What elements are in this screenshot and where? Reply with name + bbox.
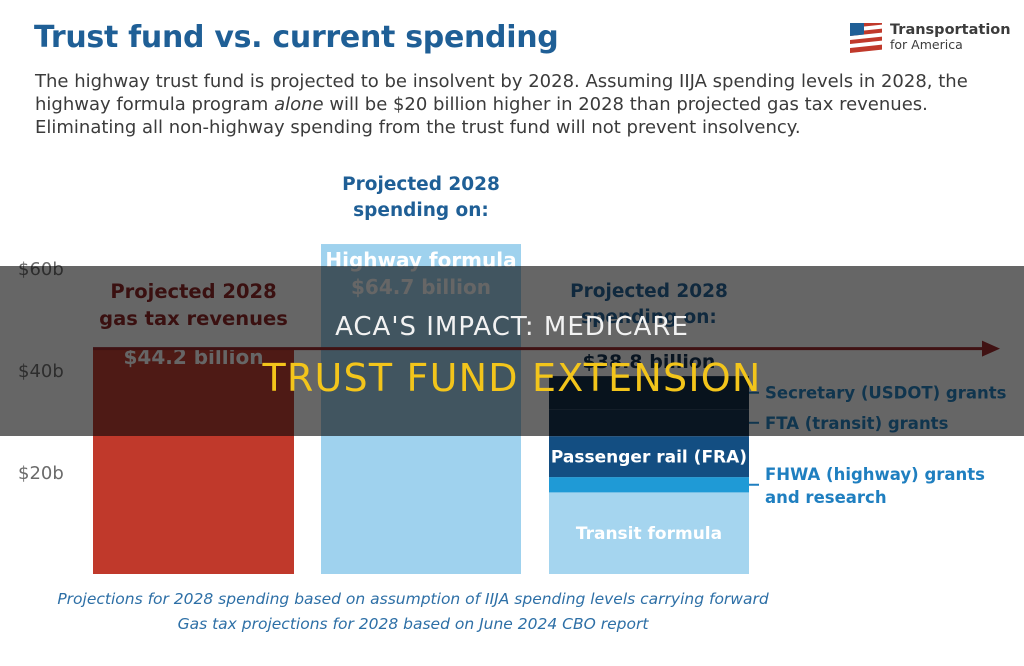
bar1-header-line2: spending on: [353, 200, 489, 221]
logo-text-line1: Transportation [890, 22, 1011, 38]
segment-label-fhwa-highway-grants-and-research-line1: FHWA (highway) grants [765, 465, 985, 484]
chart-subtitle: The highway trust fund is projected to b… [35, 70, 985, 139]
footnotes: Projections for 2028 spending based on a… [0, 587, 826, 637]
footnote-line2: Gas tax projections for 2028 based on Ju… [177, 615, 649, 633]
segment-label-passenger-rail-fra: Passenger rail (FRA) [551, 448, 747, 468]
organization-logo: Transportation for America [850, 22, 1011, 56]
chart-title: Trust fund vs. current spending [34, 20, 559, 55]
segment-label-transit-formula: Transit formula [576, 524, 722, 544]
american-flag-icon [850, 23, 882, 53]
subtitle-part2: will be $20 billion higher in 2028 than … [35, 94, 928, 138]
subtitle-emphasis: alone [274, 94, 324, 115]
stack-segment-passenger-rail-fra [549, 436, 749, 478]
overlay-headline-line1: ACA'S IMPACT: MEDICARE [335, 312, 689, 342]
segment-label-fhwa-highway-grants-and-research-line2: and research [765, 488, 887, 507]
bar1-header-line1: Projected 2028 [342, 174, 500, 195]
stack-segment-fhwa-highway-grants-and-research [549, 477, 749, 493]
footnote-line1: Projections for 2028 spending based on a… [57, 590, 769, 608]
title-overlay-band [0, 266, 1024, 436]
subtitle-part1: The highway trust fund is projected to b… [35, 71, 968, 115]
overlay-headline-line2: TRUST FUND EXTENSION [262, 356, 762, 400]
logo-text-line2: for America [890, 37, 963, 52]
stack-segment-transit-formula [549, 492, 749, 574]
y-tick-label-0: $20b [18, 463, 64, 484]
